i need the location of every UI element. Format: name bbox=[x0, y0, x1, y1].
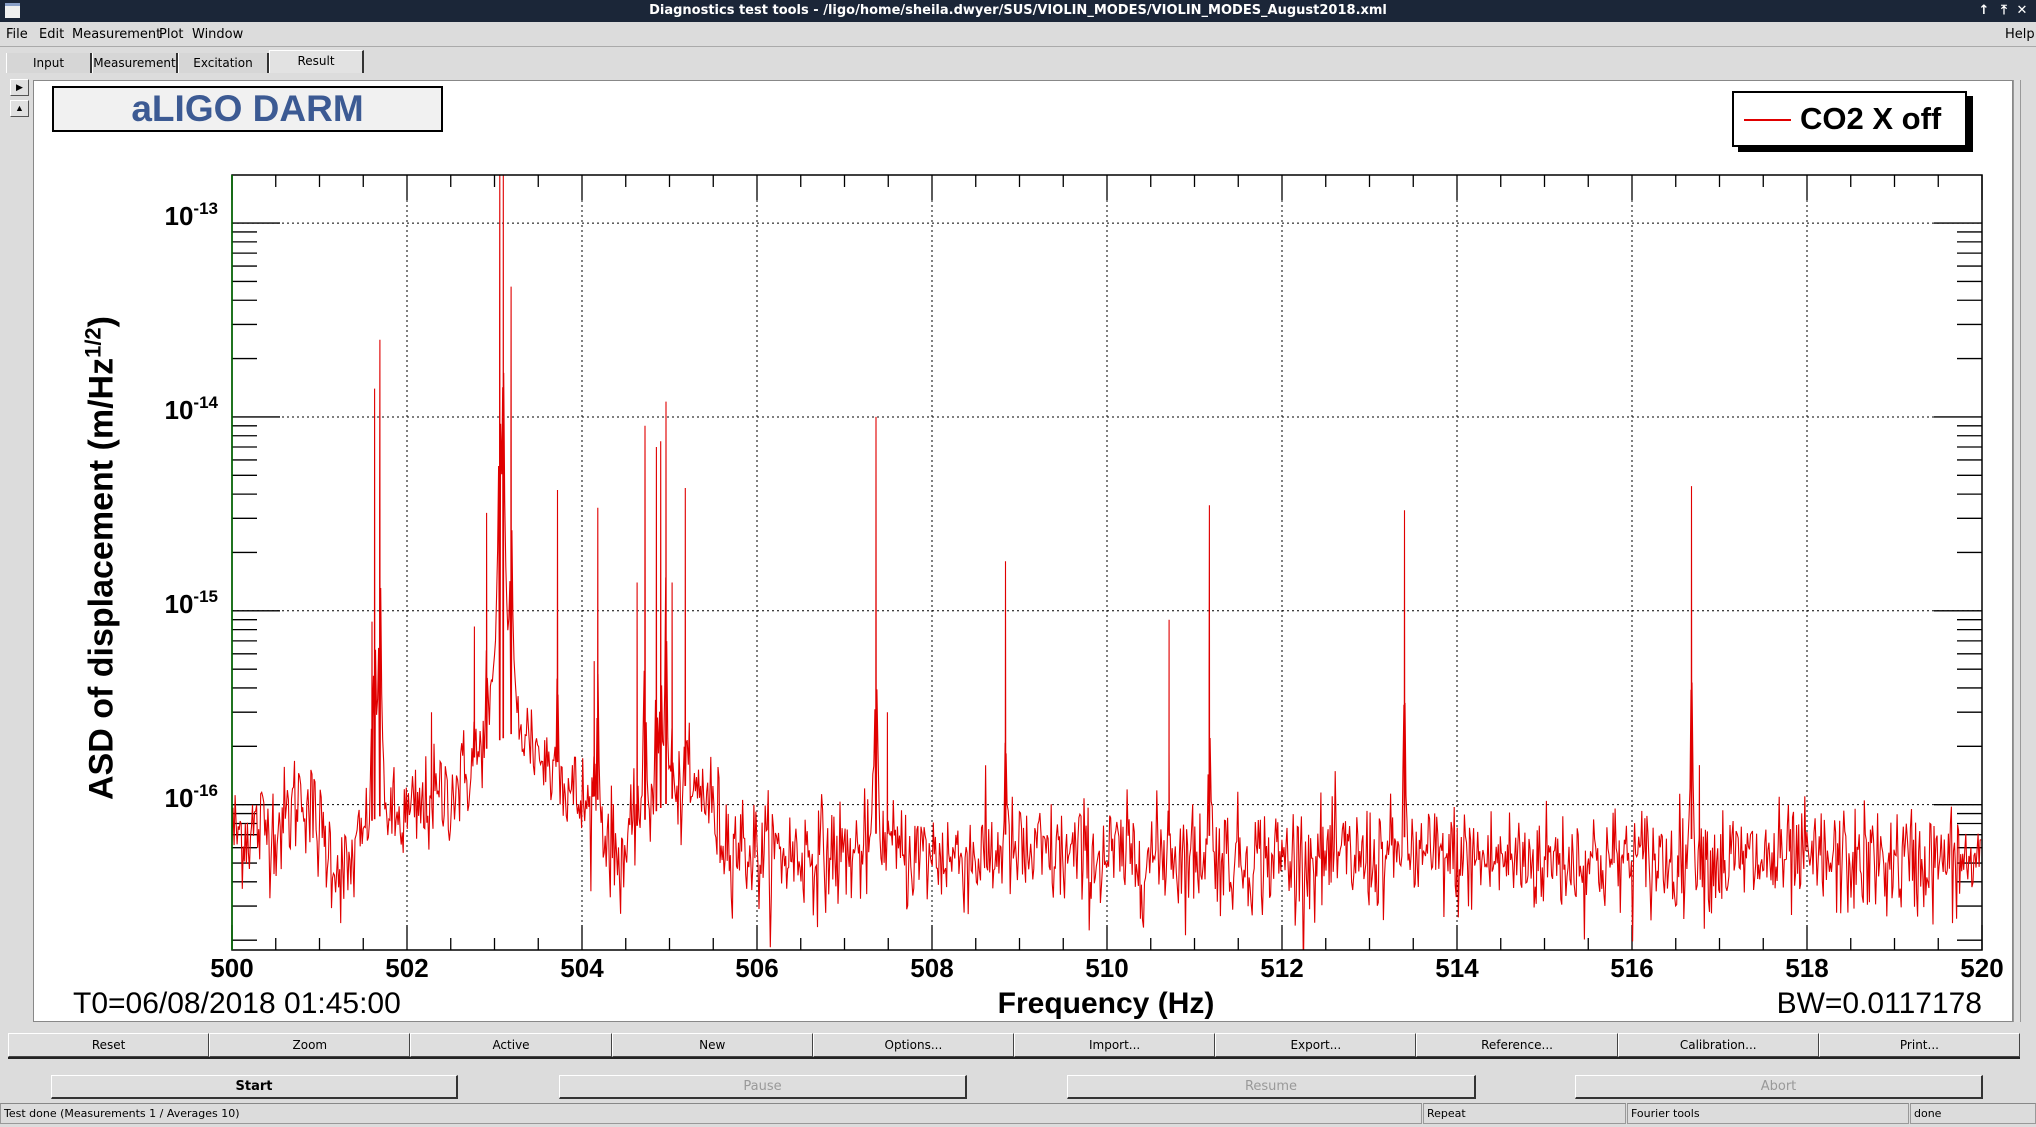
menu-measurement[interactable]: Measurement bbox=[72, 27, 162, 42]
status-message: Test done (Measurements 1 / Averages 10) bbox=[0, 1103, 1422, 1124]
maximize-icon[interactable]: ⤒ bbox=[2001, 3, 2007, 18]
x-tick-label: 510 bbox=[1085, 953, 1129, 983]
menu-bar: File Edit Measurement Plot Window Help bbox=[0, 22, 2036, 47]
x-tick-label: 502 bbox=[385, 953, 429, 983]
x-tick-label: 508 bbox=[910, 953, 954, 983]
status-state: done bbox=[1910, 1103, 2036, 1124]
x-tick-label: 512 bbox=[1260, 953, 1304, 983]
x-tick-label: 506 bbox=[735, 953, 779, 983]
tab-result[interactable]: Result bbox=[269, 50, 364, 73]
zoom-button[interactable]: Zoom bbox=[209, 1033, 411, 1057]
window-title: Diagnostics test tools - /ligo/home/shei… bbox=[649, 3, 1387, 18]
x-tick-label: 518 bbox=[1785, 953, 1829, 983]
y-axis-label: ASD of displacement (m/Hz1/2) bbox=[80, 316, 121, 800]
title-bar: Diagnostics test tools - /ligo/home/shei… bbox=[0, 0, 2036, 22]
menu-help[interactable]: Help bbox=[2005, 27, 2035, 42]
pause-button[interactable]: Pause bbox=[559, 1075, 967, 1099]
t0-timestamp: T0=06/08/2018 01:45:00 bbox=[73, 987, 401, 1020]
legend: CO2 X off bbox=[1732, 91, 1967, 147]
x-tick-label: 504 bbox=[560, 953, 604, 983]
legend-swatch bbox=[1744, 119, 1791, 121]
x-tick-label: 520 bbox=[1960, 953, 2004, 983]
series-line-co2-x-off bbox=[232, 175, 1982, 950]
plot-button-row: Reset Zoom Active New Options... Import.… bbox=[8, 1033, 2021, 1059]
x-axis-label: Frequency (Hz) bbox=[997, 987, 1215, 1020]
menu-file[interactable]: File bbox=[6, 27, 28, 42]
status-tool: Fourier tools bbox=[1627, 1103, 1909, 1124]
import-button[interactable]: Import... bbox=[1014, 1033, 1216, 1057]
status-repeat: Repeat bbox=[1423, 1103, 1626, 1124]
tab-input[interactable]: Input bbox=[6, 53, 92, 73]
calibration-button[interactable]: Calibration... bbox=[1617, 1033, 1819, 1057]
active-button[interactable]: Active bbox=[410, 1033, 612, 1057]
bandwidth-label: BW=0.0117178 bbox=[1776, 987, 1982, 1020]
y-tick-label: 10-14 bbox=[164, 392, 219, 425]
expand-up-button[interactable]: ▲ bbox=[10, 100, 29, 117]
x-tick-label: 516 bbox=[1610, 953, 1654, 983]
x-tick-label: 514 bbox=[1435, 953, 1479, 983]
reference-button[interactable]: Reference... bbox=[1416, 1033, 1618, 1057]
new-button[interactable]: New bbox=[611, 1033, 813, 1057]
canvas-border bbox=[2013, 80, 2021, 1022]
y-tick-label: 10-15 bbox=[164, 586, 219, 619]
print-button[interactable]: Print... bbox=[1818, 1033, 2021, 1057]
window-menu-icon[interactable] bbox=[5, 3, 20, 18]
y-tick-label: 10-13 bbox=[164, 199, 219, 232]
menu-edit[interactable]: Edit bbox=[39, 27, 65, 42]
export-button[interactable]: Export... bbox=[1215, 1033, 1417, 1057]
options-button[interactable]: Options... bbox=[812, 1033, 1015, 1057]
plot-title-box: aLIGO DARM bbox=[52, 86, 443, 132]
abort-button[interactable]: Abort bbox=[1575, 1075, 1983, 1099]
tab-excitation[interactable]: Excitation bbox=[178, 53, 269, 73]
expand-right-button[interactable]: ▶ bbox=[10, 79, 29, 96]
close-icon[interactable]: ✕ bbox=[2016, 3, 2028, 18]
y-tick-label: 10-16 bbox=[164, 780, 219, 813]
menu-plot[interactable]: Plot bbox=[159, 27, 184, 42]
start-button[interactable]: Start bbox=[51, 1075, 458, 1099]
legend-label: CO2 X off bbox=[1800, 101, 1942, 136]
resume-button[interactable]: Resume bbox=[1067, 1075, 1476, 1099]
menu-window[interactable]: Window bbox=[192, 27, 244, 42]
tab-measurement[interactable]: Measurement bbox=[92, 53, 178, 73]
minimize-icon[interactable]: ↑ bbox=[1978, 3, 1990, 18]
reset-button[interactable]: Reset bbox=[8, 1033, 210, 1057]
x-tick-label: 500 bbox=[210, 953, 254, 983]
